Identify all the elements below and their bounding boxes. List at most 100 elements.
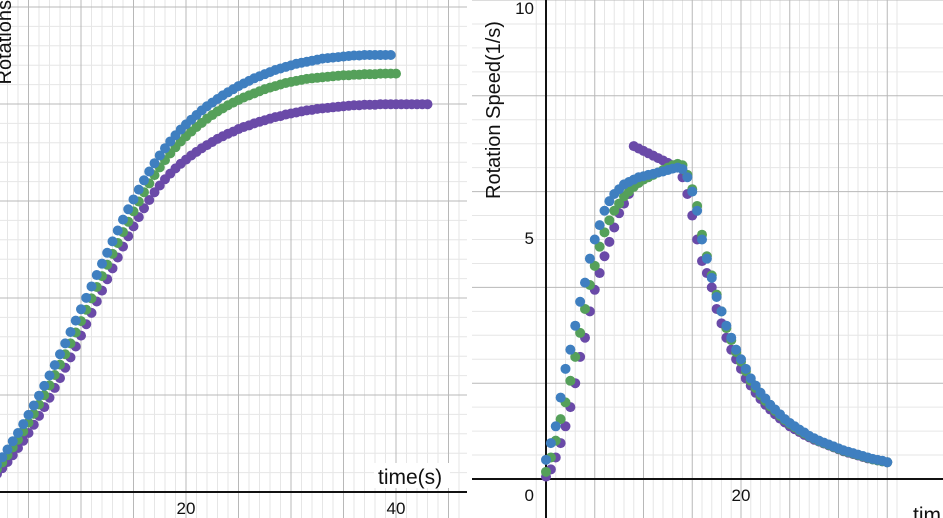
left-y-axis-label: Rotations <box>0 0 16 85</box>
rotation-speed-chart: Rotation Speed(1/s) 10 5 0 20 tim <box>472 0 943 518</box>
left-data-point <box>133 184 144 195</box>
right-data-point <box>701 253 712 264</box>
right-data-point <box>614 198 625 209</box>
right-data-point <box>570 351 581 362</box>
right-data-point <box>594 241 605 252</box>
right-data-point <box>575 327 586 338</box>
left-data-point <box>118 214 128 225</box>
right-data-point <box>580 277 590 288</box>
right-data-point <box>731 344 742 355</box>
right-data-point <box>745 373 756 384</box>
right-data-point <box>550 421 561 432</box>
left-data-point <box>385 50 396 60</box>
right-data-point <box>580 303 590 314</box>
right-data-point <box>604 196 615 207</box>
right-data-point <box>570 320 581 331</box>
left-data-point <box>81 292 92 303</box>
right-data-point <box>584 253 595 264</box>
right-data-points <box>541 141 893 482</box>
right-data-point <box>609 205 620 216</box>
left-data-point <box>391 68 401 79</box>
right-data-point <box>740 363 751 374</box>
left-data-point <box>76 304 86 315</box>
right-data-point <box>575 296 586 307</box>
right-data-point <box>882 457 893 468</box>
right-data-point <box>599 205 610 216</box>
left-data-point <box>107 236 118 247</box>
right-data-point <box>716 306 727 317</box>
left-data-point <box>0 460 2 469</box>
left-data-point <box>139 203 149 214</box>
left-data-points <box>0 50 433 478</box>
left-data-point <box>60 338 71 349</box>
left-data-point <box>7 436 18 447</box>
left-data-point <box>149 158 160 169</box>
right-data-point <box>555 414 566 425</box>
left-data-point <box>18 419 29 430</box>
left-data-point <box>39 380 50 391</box>
left-data-point <box>34 390 44 401</box>
right-major-grid <box>472 0 943 518</box>
left-data-point <box>23 409 34 420</box>
right-data-point <box>604 236 615 247</box>
left-data-point <box>112 225 123 236</box>
right-data-point <box>560 363 571 374</box>
right-data-point <box>541 454 551 465</box>
right-y-tick-label-10: 10 <box>515 0 534 18</box>
right-data-point <box>750 380 761 391</box>
right-data-point <box>706 272 717 283</box>
left-minor-grid <box>0 0 467 518</box>
right-data-point <box>692 205 703 216</box>
left-data-point <box>70 315 81 326</box>
left-data-point <box>102 247 113 258</box>
right-x-tick-label-0: 0 <box>525 486 534 505</box>
right-data-point <box>589 234 600 245</box>
right-data-point <box>697 234 707 245</box>
right-data-point <box>541 466 551 477</box>
right-x-tick-label-20: 20 <box>732 486 751 505</box>
right-data-point <box>726 332 737 343</box>
right-data-point <box>682 172 693 183</box>
left-data-point <box>154 150 165 161</box>
left-data-point <box>91 270 102 281</box>
right-data-point <box>594 220 605 231</box>
left-x-tick-label-40: 40 <box>387 499 406 518</box>
left-x-label-background <box>374 463 450 488</box>
right-data-point <box>599 251 610 262</box>
right-data-point <box>589 260 600 271</box>
left-data-point <box>149 187 160 198</box>
left-data-point <box>144 194 155 205</box>
left-x-tick-label-20: 20 <box>177 499 196 518</box>
right-data-point <box>711 291 722 302</box>
right-x-axis-label: tim <box>913 504 941 518</box>
left-data-point <box>49 360 60 371</box>
right-axes <box>472 0 943 518</box>
left-data-point <box>28 400 39 411</box>
left-data-point <box>97 258 107 269</box>
left-data-point <box>2 444 13 455</box>
left-data-point <box>0 452 8 463</box>
rotations-chart: Rotations time(s) 20 40 <box>0 0 467 518</box>
left-data-point <box>144 166 155 177</box>
left-data-point <box>44 370 55 381</box>
left-data-point <box>422 99 433 110</box>
panel-divider <box>467 0 472 518</box>
left-data-point <box>123 204 134 215</box>
left-data-point <box>13 427 23 438</box>
right-data-point <box>560 421 571 432</box>
right-data-point <box>545 438 556 449</box>
right-data-point <box>555 392 566 403</box>
right-data-point <box>594 268 605 279</box>
right-data-point <box>706 282 717 293</box>
left-data-point <box>55 349 65 360</box>
right-data-point <box>565 375 576 386</box>
right-data-point <box>609 222 620 233</box>
left-data-point <box>65 327 76 338</box>
right-data-point <box>604 215 615 226</box>
right-y-tick-label-5: 5 <box>525 229 534 248</box>
right-data-point <box>721 320 732 331</box>
right-data-point <box>736 354 746 365</box>
right-data-point <box>599 227 610 238</box>
left-data-point <box>139 175 149 186</box>
